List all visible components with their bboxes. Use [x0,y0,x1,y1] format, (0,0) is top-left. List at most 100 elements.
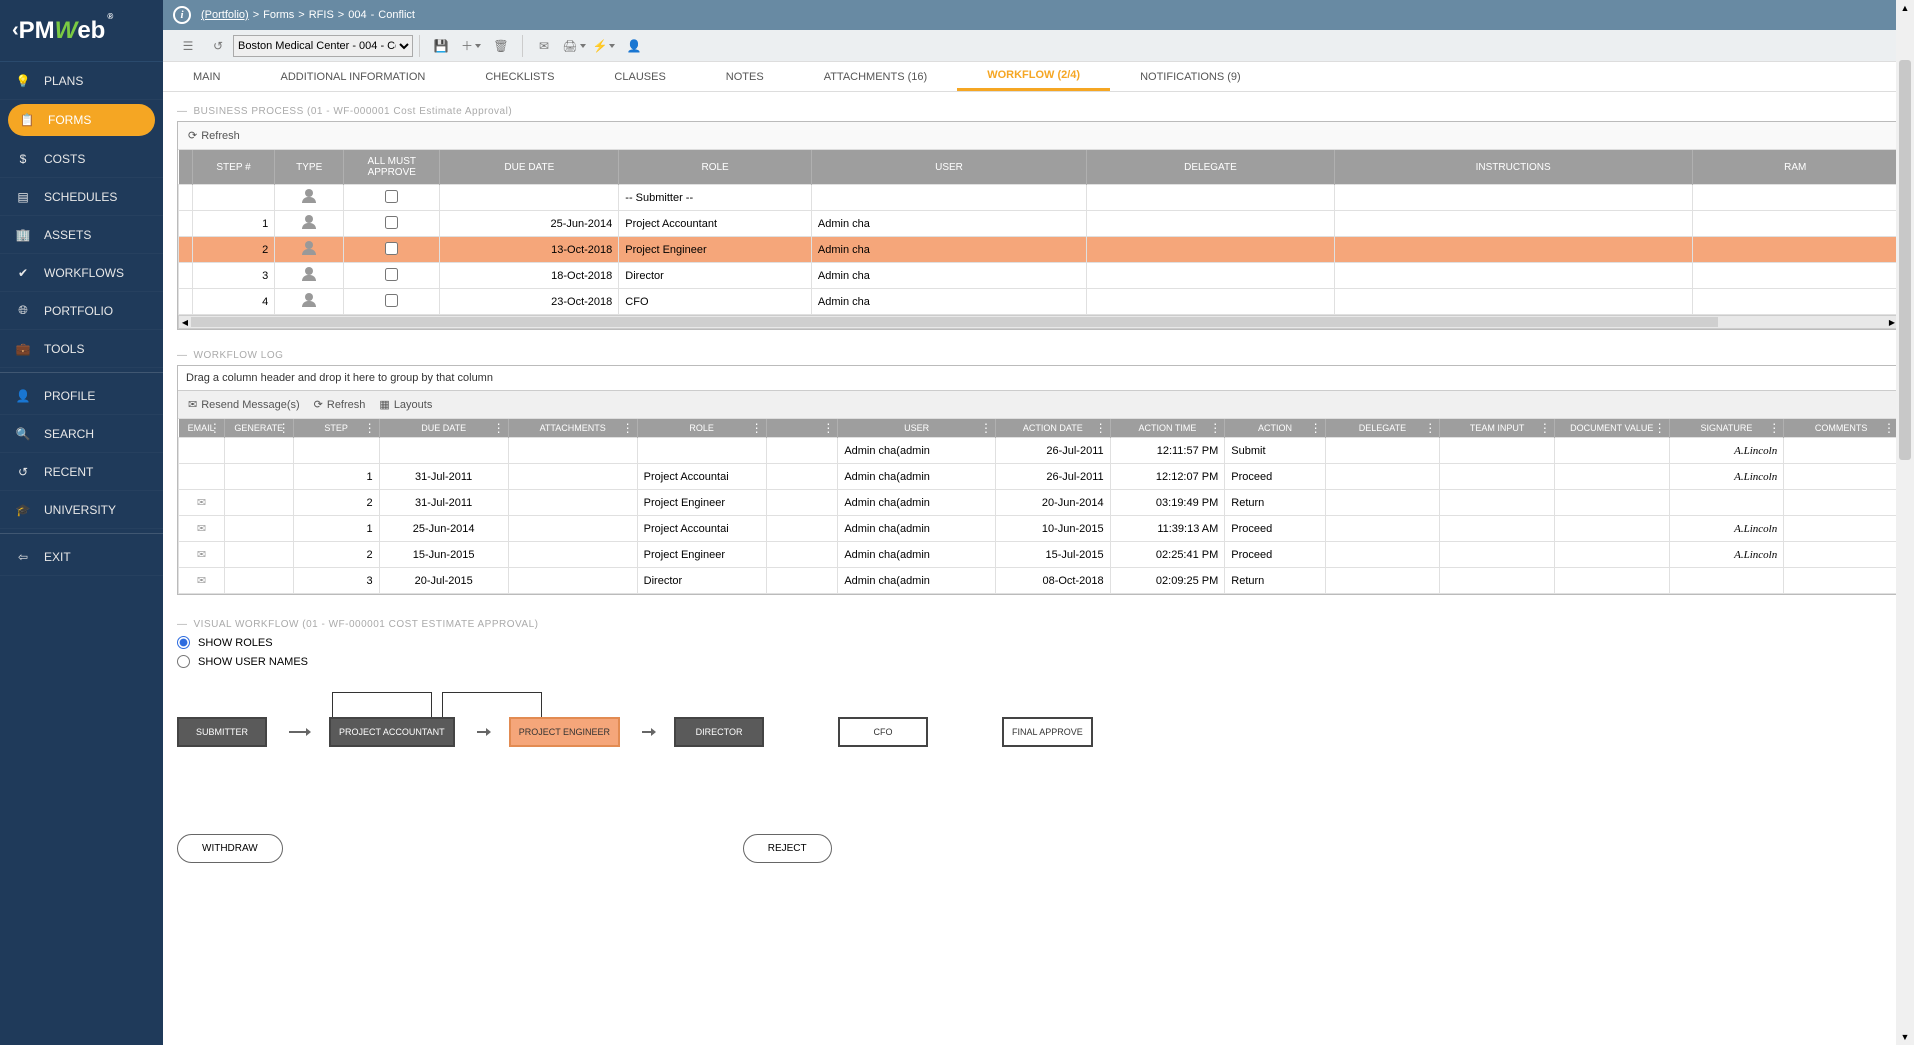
table-row[interactable]: -- Submitter -- [179,185,1899,211]
sidebar-item-plans[interactable]: 💡PLANS [0,62,163,100]
wf-node-director[interactable]: DIRECTOR [674,717,764,747]
col-team[interactable]: TEAM INPUT⋮ [1440,419,1555,438]
add-icon[interactable]: ＋ [456,33,486,59]
scroll-thumb[interactable] [1899,60,1911,460]
tab-workflow-2-4-[interactable]: WORKFLOW (2/4) [957,62,1110,91]
table-row[interactable]: 423-Oct-2018CFOAdmin cha [179,289,1899,315]
sidebar-item-forms[interactable]: 📋FORMS [8,104,155,136]
col-blank[interactable]: ⋮ [766,419,838,438]
scroll-left-icon[interactable]: ◀ [179,316,191,328]
info-icon[interactable]: i [173,6,191,24]
table-row[interactable]: 125-Jun-2014Project AccountantAdmin cha [179,211,1899,237]
bp-refresh-label[interactable]: Refresh [201,130,240,142]
wl-group-dropzone[interactable]: Drag a column header and drop it here to… [178,366,1899,391]
user-icon[interactable]: 👤 [619,33,649,59]
reject-button[interactable]: REJECT [743,834,832,863]
sidebar-item-schedules[interactable]: ▤SCHEDULES [0,178,163,216]
col-user[interactable]: USER [811,150,1086,185]
col-user[interactable]: USER⋮ [838,419,996,438]
wl-refresh[interactable]: ⟳Refresh [314,398,366,411]
col-adate[interactable]: ACTION DATE⋮ [995,419,1110,438]
breadcrumb-004[interactable]: 004 [348,9,366,21]
col-step[interactable]: STEP⋮ [293,419,379,438]
col-atime[interactable]: ACTION TIME⋮ [1110,419,1225,438]
sidebar-item-profile[interactable]: 👤PROFILE [0,377,163,415]
table-row[interactable]: 318-Oct-2018DirectorAdmin cha [179,263,1899,289]
breadcrumb-forms[interactable]: Forms [263,9,294,21]
col-gen[interactable]: GENERATE⋮ [224,419,293,438]
col-due[interactable]: DUE DATE [440,150,619,185]
project-select[interactable]: Boston Medical Center - 004 - Confl [233,35,413,57]
col-att[interactable]: ATTACHMENTS⋮ [508,419,637,438]
bolt-icon[interactable]: ⚡ [589,33,619,59]
col-due[interactable]: DUE DATE⋮ [379,419,508,438]
main-vscroll[interactable]: ▲ ▼ [1896,0,1914,1045]
col-comm[interactable]: COMMENTS⋮ [1784,419,1899,438]
col-allmust[interactable]: ALL MUST APPROVE [344,150,440,185]
tab-attachments-16-[interactable]: ATTACHMENTS (16) [794,62,958,91]
scroll-up-icon[interactable]: ▲ [1896,0,1914,16]
save-icon[interactable]: 💾 [426,33,456,59]
delete-icon[interactable]: 🗑 [486,33,516,59]
sidebar-item-portfolio[interactable]: 🌐︎PORTFOLIO [0,292,163,330]
wl-resend[interactable]: ✉Resend Message(s) [188,398,300,411]
sidebar-item-exit[interactable]: ⇦EXIT [0,538,163,576]
allmust-checkbox[interactable] [385,242,398,255]
tab-main[interactable]: MAIN [163,62,251,91]
allmust-checkbox[interactable] [385,216,398,229]
allmust-checkbox[interactable] [385,294,398,307]
sidebar-item-search[interactable]: 🔍SEARCH [0,415,163,453]
col-delegate[interactable]: DELEGATE [1087,150,1335,185]
sidebar-item-tools[interactable]: 💼TOOLS [0,330,163,368]
wf-node-cfo[interactable]: CFO [838,717,928,747]
scroll-thumb[interactable] [191,317,1718,327]
tab-checklists[interactable]: CHECKLISTS [455,62,584,91]
col-email[interactable]: EMAIL⋮ [179,419,225,438]
mail-icon[interactable]: ✉ [529,33,559,59]
tab-clauses[interactable]: CLAUSES [584,62,695,91]
history-icon[interactable]: ↺ [203,33,233,59]
col-ram[interactable]: RAM [1692,150,1898,185]
col-docval[interactable]: DOCUMENT VALUE⋮ [1554,419,1669,438]
table-row[interactable]: ✉215-Jun-2015Project EngineerAdmin cha(a… [179,542,1899,568]
col-sig[interactable]: SIGNATURE⋮ [1669,419,1784,438]
col-step[interactable]: STEP # [192,150,275,185]
wf-node-accountant[interactable]: PROJECT ACCOUNTANT [329,717,455,747]
col-role[interactable]: ROLE⋮ [637,419,766,438]
tab-additional-information[interactable]: ADDITIONAL INFORMATION [251,62,456,91]
breadcrumb-rfis[interactable]: RFIS [309,9,334,21]
sidebar-item-university[interactable]: 🎓UNIVERSITY [0,491,163,529]
breadcrumb-root[interactable]: (Portfolio) [201,9,249,21]
withdraw-button[interactable]: WITHDRAW [177,834,283,863]
allmust-checkbox[interactable] [385,190,398,203]
list-icon[interactable]: ☰ [173,33,203,59]
table-row[interactable]: Admin cha(admin26-Jul-201112:11:57 PMSub… [179,438,1899,464]
col-type[interactable]: TYPE [275,150,344,185]
show-roles-radio[interactable] [177,636,190,649]
col-delegate[interactable]: DELEGATE⋮ [1325,419,1440,438]
wl-layouts[interactable]: ▦Layouts [379,398,432,411]
table-row[interactable]: ✉320-Jul-2015DirectorAdmin cha(admin08-O… [179,568,1899,594]
col-role[interactable]: ROLE [619,150,812,185]
bp-hscroll[interactable]: ◀ ▶ [178,315,1899,329]
wf-node-engineer[interactable]: PROJECT ENGINEER [509,717,620,747]
table-row[interactable]: 131-Jul-2011Project AccountaiAdmin cha(a… [179,464,1899,490]
print-icon[interactable]: 🖨 [559,33,589,59]
wf-node-submitter[interactable]: SUBMITTER [177,717,267,747]
table-row[interactable]: ✉231-Jul-2011Project EngineerAdmin cha(a… [179,490,1899,516]
sidebar-item-recent[interactable]: ↺RECENT [0,453,163,491]
scroll-down-icon[interactable]: ▼ [1896,1029,1914,1045]
table-row[interactable]: ✉125-Jun-2014Project AccountaiAdmin cha(… [179,516,1899,542]
allmust-checkbox[interactable] [385,268,398,281]
wf-node-final[interactable]: FINAL APPROVE [1002,717,1093,747]
col-instr[interactable]: INSTRUCTIONS [1334,150,1692,185]
show-users-radio[interactable] [177,655,190,668]
tab-notes[interactable]: NOTES [696,62,794,91]
sidebar-item-costs[interactable]: $COSTS [0,140,163,178]
refresh-icon[interactable]: ⟳ [188,129,197,142]
tab-notifications-9-[interactable]: NOTIFICATIONS (9) [1110,62,1271,91]
table-row[interactable]: 213-Oct-2018Project EngineerAdmin cha [179,237,1899,263]
sidebar-item-assets[interactable]: 🏢ASSETS [0,216,163,254]
col-action[interactable]: ACTION⋮ [1225,419,1325,438]
sidebar-item-workflows[interactable]: ✔WORKFLOWS [0,254,163,292]
